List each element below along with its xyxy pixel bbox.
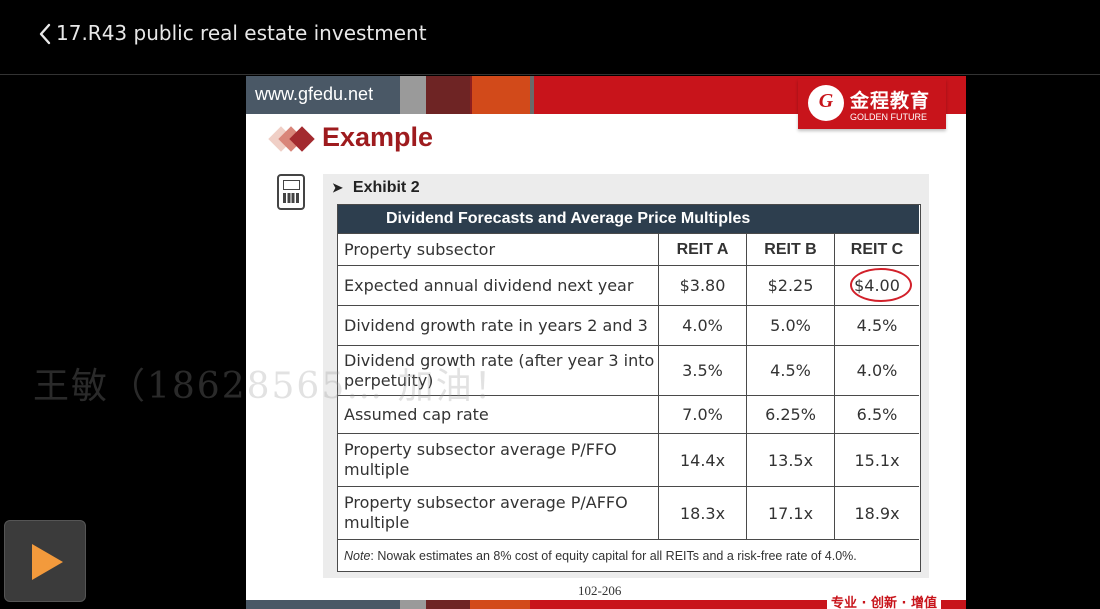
- cell-value: 4.5%: [746, 346, 834, 395]
- handwritten-circle-annotation: [850, 268, 912, 302]
- cell-value: 17.1x: [746, 487, 834, 539]
- back-button[interactable]: [36, 20, 60, 48]
- exhibit-label: ➤ Exhibit 2: [332, 179, 420, 196]
- logo-english-text: GOLDEN FUTURE: [850, 112, 928, 122]
- chevron-left-icon: [39, 23, 51, 45]
- diamond-bullet-icon: [268, 124, 318, 154]
- note-text: : Nowak estimates an 8% cost of equity c…: [370, 548, 857, 563]
- arrow-bullet-icon: ➤: [332, 180, 343, 195]
- logo-chinese-text: 金程教育: [850, 90, 931, 112]
- brand-logo: G 金程教育 GOLDEN FUTURE: [798, 79, 946, 129]
- slogan: 专业 · 创新 · 增值: [827, 592, 941, 609]
- row-label: Assumed cap rate: [344, 404, 489, 424]
- page-number: 102-206: [578, 583, 622, 598]
- play-button[interactable]: [4, 520, 86, 602]
- table-title: Dividend Forecasts and Average Price Mul…: [338, 205, 919, 233]
- cell-value: 14.4x: [658, 434, 746, 486]
- watermark-text: 王敏（18628565… 加油！: [33, 366, 512, 407]
- table-row: Property subsector average P/FFO multipl…: [338, 433, 919, 486]
- column-header: Property subsector: [344, 239, 496, 259]
- play-icon: [32, 544, 63, 580]
- table-row: Property subsector average P/AFFO multip…: [338, 486, 919, 539]
- slide-heading: Example: [322, 122, 434, 152]
- cell-value: $2.25: [746, 266, 834, 305]
- exhibit-panel: ➤ Exhibit 2 Dividend Forecasts and Averag…: [323, 174, 929, 578]
- cell-value: 15.1x: [834, 434, 919, 486]
- cell-value: 3.5%: [658, 346, 746, 395]
- cell-value: $3.80: [658, 266, 746, 305]
- lecture-slide: www.gfedu.net G 金程教育 GOLDEN FUTURE Examp…: [246, 76, 966, 609]
- calculator-icon: [277, 174, 305, 210]
- table-row: Dividend growth rate (after year 3 into …: [338, 345, 919, 395]
- note-label: Note: [344, 548, 371, 563]
- table-row: Dividend growth rate in years 2 and 3 4.…: [338, 305, 919, 345]
- row-label: Dividend growth rate in years 2 and 3: [344, 315, 648, 335]
- table-note: Note: Nowak estimates an 8% cost of equi…: [338, 539, 919, 571]
- cell-value: 18.3x: [658, 487, 746, 539]
- column-header: REIT B: [746, 234, 834, 265]
- slide-footer-band: [246, 600, 966, 609]
- dividend-table: Dividend Forecasts and Average Price Mul…: [337, 204, 921, 572]
- cell-value: 5.0%: [746, 306, 834, 345]
- table-row: Assumed cap rate 7.0% 6.25% 6.5%: [338, 395, 919, 433]
- cell-value: 18.9x: [834, 487, 919, 539]
- row-label: Property subsector average P/FFO multipl…: [344, 440, 617, 479]
- row-label: Property subsector average P/AFFO multip…: [344, 493, 628, 532]
- cell-value: 7.0%: [658, 396, 746, 433]
- cell-value: 4.5%: [834, 306, 919, 345]
- cell-value: 4.0%: [834, 346, 919, 395]
- logo-emblem-icon: G: [808, 85, 844, 121]
- video-title: 17.R43 public real estate investment: [56, 21, 427, 45]
- column-header: REIT C: [834, 234, 919, 265]
- table-header-row: Property subsector REIT A REIT B REIT C: [338, 233, 919, 265]
- table-row: Expected annual dividend next year $3.80…: [338, 265, 919, 305]
- column-header: REIT A: [658, 234, 746, 265]
- site-url: www.gfedu.net: [255, 84, 374, 104]
- cell-value: 6.5%: [834, 396, 919, 433]
- cell-value: 4.0%: [658, 306, 746, 345]
- row-label: Expected annual dividend next year: [344, 275, 634, 295]
- cell-value: 13.5x: [746, 434, 834, 486]
- top-bar: 17.R43 public real estate investment: [0, 0, 1100, 75]
- cell-value: 6.25%: [746, 396, 834, 433]
- row-label: Dividend growth rate (after year 3 into …: [344, 350, 655, 390]
